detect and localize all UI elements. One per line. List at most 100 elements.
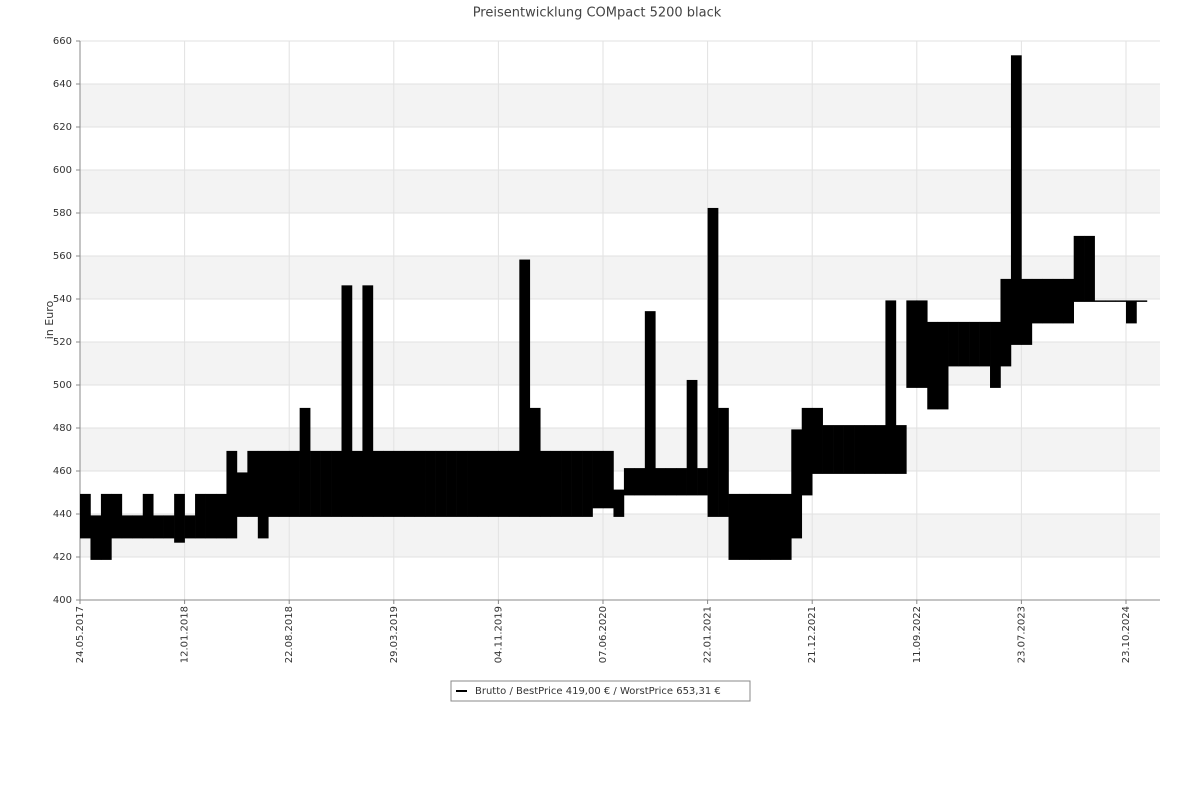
- price-range: [184, 515, 196, 539]
- price-range: [728, 493, 740, 560]
- y-tick-label: 620: [53, 122, 72, 133]
- price-range: [351, 450, 363, 517]
- price-range: [467, 450, 478, 517]
- price-range: [487, 450, 499, 517]
- price-range: [268, 450, 280, 517]
- price-range: [226, 450, 238, 539]
- price-range: [697, 468, 708, 496]
- price-range: [519, 259, 531, 517]
- chart-title: Preisentwicklung COMpact 5200 black: [473, 6, 722, 21]
- legend-label: Brutto / BestPrice 419,00 € / WorstPrice…: [475, 686, 721, 697]
- price-range: [393, 450, 405, 517]
- price-range: [592, 450, 604, 509]
- price-range: [843, 425, 855, 474]
- price-range: [801, 407, 813, 496]
- x-tick-label: 24.05.2017: [75, 606, 86, 663]
- price-range: [257, 450, 269, 539]
- y-tick-label: 540: [53, 294, 72, 305]
- price-range: [446, 450, 457, 517]
- legend-box: [450, 680, 751, 702]
- price-range: [906, 300, 918, 388]
- price-range: [1073, 235, 1085, 302]
- price-range: [655, 468, 667, 496]
- price-range: [90, 515, 102, 560]
- price-range: [174, 493, 185, 543]
- price-range: [121, 515, 133, 539]
- grid-band: [80, 84, 1160, 127]
- price-range: [278, 450, 290, 517]
- price-range: [383, 450, 395, 517]
- grid-band: [80, 428, 1160, 471]
- price-range: [676, 468, 687, 496]
- y-tick-label: 560: [53, 251, 72, 262]
- price-range: [780, 493, 792, 560]
- price-range: [1063, 278, 1074, 324]
- y-tick-label: 400: [53, 595, 72, 606]
- y-tick-label: 600: [53, 165, 72, 176]
- price-range: [153, 515, 164, 539]
- x-tick-label: 04.11.2019: [493, 606, 504, 663]
- price-range: [320, 450, 332, 517]
- price-range: [1136, 300, 1148, 302]
- price-range: [508, 450, 520, 517]
- price-range: [550, 450, 562, 517]
- price-range: [738, 493, 750, 560]
- price-range: [822, 425, 834, 474]
- y-tick-label: 520: [53, 337, 72, 348]
- price-range: [718, 407, 729, 517]
- price-range: [958, 321, 970, 367]
- y-tick-label: 460: [53, 466, 72, 477]
- price-range: [142, 493, 154, 539]
- price-range: [927, 321, 939, 410]
- price-range: [948, 321, 959, 367]
- price-range: [372, 450, 384, 517]
- price-range: [195, 493, 206, 539]
- price-range: [812, 407, 823, 474]
- x-tick-label: 23.10.2024: [1121, 606, 1132, 663]
- grid-band: [80, 256, 1160, 299]
- price-range: [414, 450, 426, 517]
- price-range: [854, 425, 865, 474]
- legend: Brutto / BestPrice 419,00 € / WorstPrice…: [450, 680, 751, 702]
- price-range: [1021, 278, 1033, 345]
- price-range: [341, 285, 353, 517]
- x-tick-label: 12.01.2018: [180, 606, 191, 663]
- price-range: [425, 450, 436, 517]
- price-range: [833, 425, 844, 474]
- price-range: [1126, 300, 1137, 324]
- x-tick-label: 29.03.2019: [389, 606, 400, 663]
- y-tick-label: 480: [53, 423, 72, 434]
- price-range: [634, 468, 646, 496]
- y-tick-label: 660: [53, 36, 72, 47]
- price-range: [979, 321, 991, 367]
- price-range: [759, 493, 771, 560]
- x-tick-label: 22.01.2021: [703, 606, 714, 663]
- price-range: [874, 425, 886, 474]
- price-range: [362, 285, 374, 517]
- y-axis-label: in Euro: [43, 301, 56, 340]
- price-range: [582, 450, 593, 517]
- price-range: [864, 425, 876, 474]
- price-range: [916, 300, 928, 388]
- price-range: [1010, 55, 1022, 345]
- price-range: [132, 515, 144, 539]
- price-range: [749, 493, 761, 560]
- price-range: [1042, 278, 1054, 324]
- price-range: [299, 407, 311, 517]
- x-tick-label: 11.09.2022: [912, 606, 923, 663]
- price-range: [791, 429, 803, 539]
- price-range: [205, 493, 217, 539]
- price-range: [529, 407, 541, 517]
- price-range: [100, 493, 112, 560]
- price-range: [236, 472, 248, 517]
- grid-band: [80, 170, 1160, 213]
- price-range: [686, 379, 698, 496]
- price-range: [456, 450, 468, 517]
- x-tick-label: 21.12.2021: [807, 606, 818, 663]
- price-range: [310, 450, 321, 517]
- price-range: [990, 321, 1001, 388]
- price-range: [707, 207, 719, 517]
- price-range: [1000, 278, 1012, 367]
- price-range: [665, 468, 677, 496]
